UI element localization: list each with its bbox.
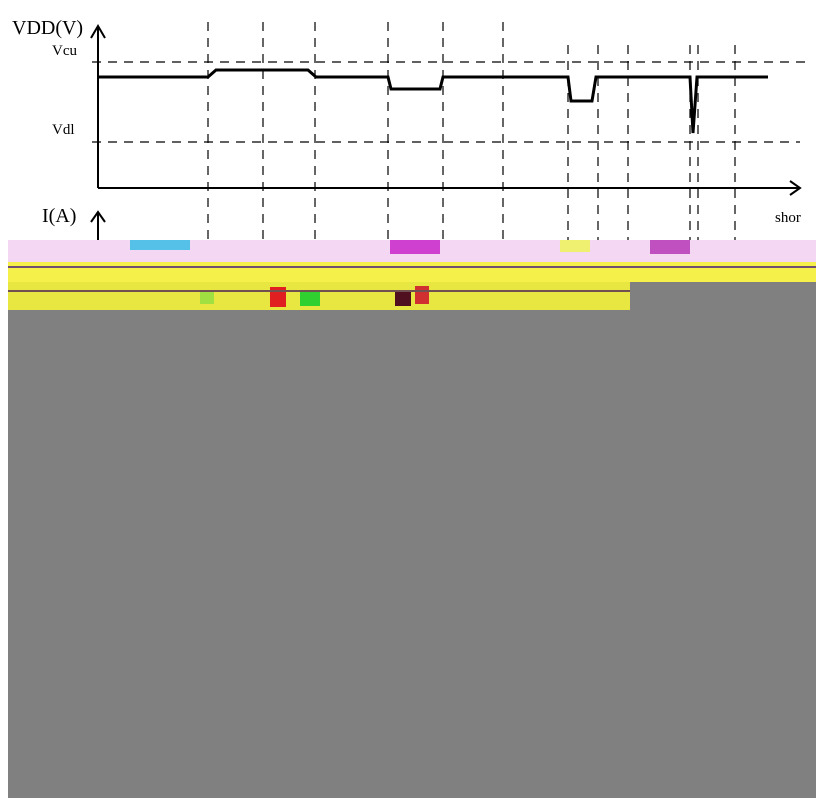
gray-block: [630, 282, 816, 312]
current-label: I(A): [42, 205, 76, 227]
gray-block: [8, 310, 816, 798]
corrupted-band: [8, 240, 816, 310]
lower-threshold-label: Vdl: [52, 122, 75, 138]
axes: [90, 24, 802, 240]
fragment-text: shor: [775, 210, 801, 226]
voltage-label: VDD(V): [12, 17, 83, 39]
upper-threshold-label: Vcu: [52, 43, 77, 59]
voltage-waveform: [98, 68, 768, 134]
